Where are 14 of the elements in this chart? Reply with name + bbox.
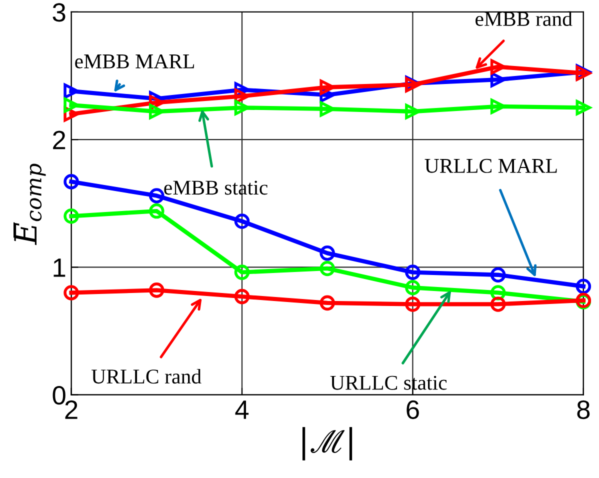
x-tick-label: 2 — [65, 400, 78, 419]
annotation: URLLC rand — [92, 368, 202, 384]
annotation: URLLC MARL — [424, 158, 557, 173]
y-tick-label: 2 — [53, 130, 66, 150]
x-tick-label: 4 — [235, 400, 249, 419]
x-tick-label: 6 — [406, 400, 419, 420]
annotation: eMBB rand — [476, 11, 572, 26]
x-axis-title: |ℳ| — [302, 427, 352, 460]
y-tick-label: 0 — [52, 386, 66, 405]
y-axis-title: E̅$_{comp}$ — [13, 164, 46, 246]
y-tick-label: 3 — [52, 3, 66, 22]
y-tick-label: 1 — [54, 258, 66, 277]
annotation: eMBB MARL — [75, 54, 194, 68]
x-tick-label: 8 — [577, 400, 590, 420]
